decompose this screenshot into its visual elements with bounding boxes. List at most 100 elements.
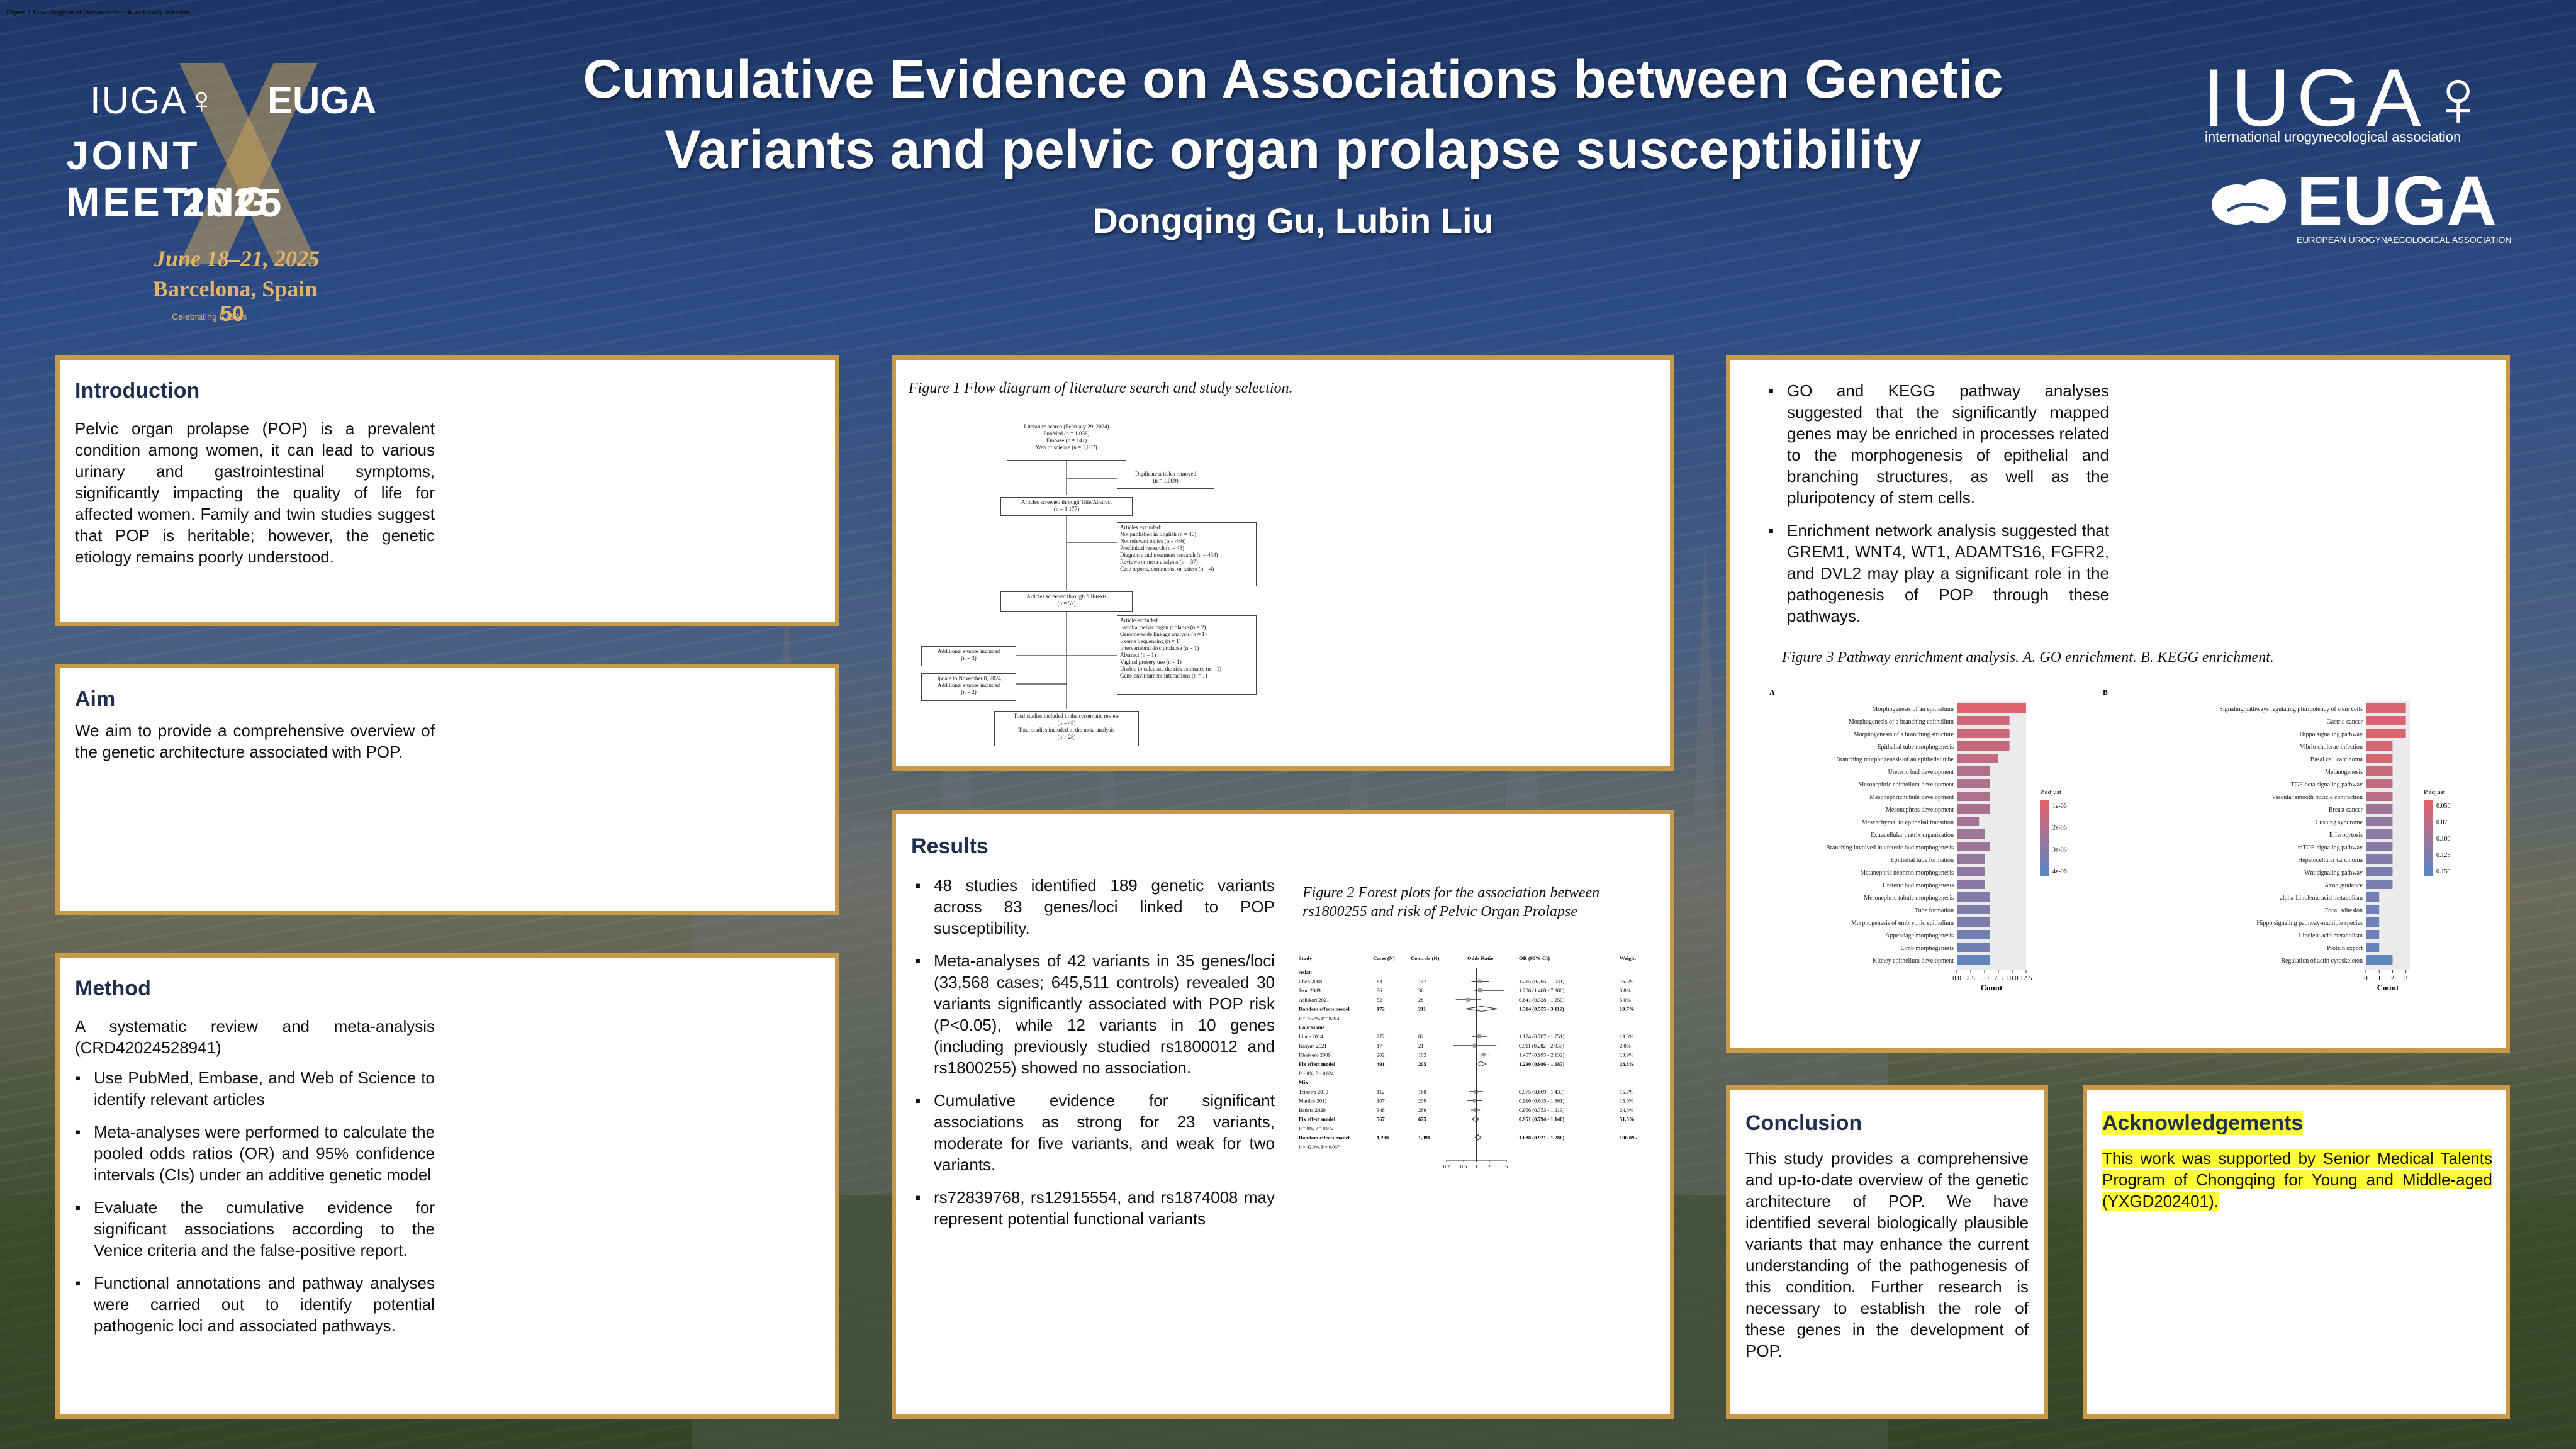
category-label: Mesonephric tubule morphogenesis <box>1864 895 1954 902</box>
bar <box>1957 792 1990 801</box>
method-bullet: Evaluate the cumulative evidence for sig… <box>75 1197 435 1261</box>
forest-controls: 102 <box>1418 1051 1426 1058</box>
acknowledgements-text: This work was supported by Senior Medica… <box>2102 1149 2492 1211</box>
iuga-wordmark: IUGA♀ <box>2202 52 2495 143</box>
forest-cases: 272 <box>1377 1033 1385 1039</box>
forest-study-label: Fix effect model <box>1299 1116 1336 1122</box>
flow-box-additional: Additional studies included (n = 3) <box>921 646 1016 666</box>
category-label: Gastric cancer <box>2327 719 2363 725</box>
category-label: Kidney epithelium development <box>1873 958 1954 965</box>
forest-summary-diamond <box>1465 1005 1498 1012</box>
forest-weight: 15.7% <box>1620 1088 1633 1095</box>
bar <box>1957 729 2010 738</box>
forest-or-ci: 1.174 (0.787 - 1.751) <box>1519 1033 1564 1039</box>
method-heading: Method <box>75 976 151 1000</box>
forest-controls: 286 <box>1418 1107 1426 1113</box>
method-panel: Method A systematic review and meta-anal… <box>55 953 839 1419</box>
logo-city: Barcelona, Spain <box>153 276 318 301</box>
category-label: Mesonephric epithelium development <box>1858 781 1954 788</box>
forest-weight: 3.8% <box>1620 987 1631 993</box>
bar <box>1957 716 2010 725</box>
forest-controls: 209 <box>1418 1097 1426 1104</box>
bar <box>1957 741 2010 751</box>
legend-tick-label: 0.100 <box>2436 836 2451 842</box>
forest-study-label: Teixeira 2019 <box>1299 1088 1328 1095</box>
method-bullet: Use PubMed, Embase, and Web of Science t… <box>75 1067 435 1110</box>
category-label: Melanogenesis <box>2325 769 2363 776</box>
forest-controls: 211 <box>1418 1005 1426 1012</box>
bar <box>2366 729 2406 738</box>
figure1-caption: Figure 1 Flow diagram of literature sear… <box>909 380 1293 396</box>
forest-or-ci: 0.916 (0.615 - 1.361) <box>1519 1097 1564 1104</box>
forest-controls: 28 <box>1418 997 1424 1003</box>
bar <box>1957 880 1985 889</box>
title-line-2: Variants and pelvic organ prolapse susce… <box>664 120 1922 180</box>
legend-gradient-step <box>2424 851 2433 858</box>
x-tick-label: 12.5 <box>2020 975 2032 982</box>
forest-cases: 52 <box>1377 997 1382 1003</box>
forest-point <box>1472 1099 1477 1103</box>
logo-iuga-text: IUGA♀ <box>90 79 217 121</box>
euga-wordmark: EUGA <box>2297 162 2497 240</box>
results-bullet: 48 studies identified 189 genetic varian… <box>915 875 1275 939</box>
bar <box>2366 829 2393 839</box>
category-label: Limb morphogenesis <box>1900 945 1954 952</box>
x-axis-label: Count <box>1981 983 2003 992</box>
x-tick-label: 7.5 <box>1994 975 2003 982</box>
introduction-panel: Introduction Pelvic organ prolapse (POP)… <box>55 355 839 626</box>
logo-year: 2025 <box>182 180 285 225</box>
bar <box>1957 930 1990 939</box>
legend-gradient-step <box>2424 863 2433 870</box>
flow-box-update: Update to November 8, 2024, Additional st… <box>921 673 1016 701</box>
forest-study-label: Batista 2020 <box>1299 1107 1326 1113</box>
bar <box>1957 892 1990 902</box>
category-label: TGF-beta signaling pathway <box>2291 781 2363 788</box>
forest-weight: 24.8% <box>1620 1107 1633 1113</box>
forest-study-label: Random effects model <box>1299 1134 1350 1141</box>
forest-column-header: Controls (N) <box>1411 955 1440 961</box>
category-label: Extracellular matrix organization <box>1870 832 1954 839</box>
logo-annual-number: 50 <box>220 302 244 326</box>
forest-controls: 205 <box>1418 1061 1426 1067</box>
method-body: A systematic review and meta-analysis (C… <box>75 1015 435 1348</box>
category-label: Mesonephros development <box>1886 807 1954 814</box>
legend-tick-label: 3e-06 <box>2052 846 2067 853</box>
forest-column-header: Cases (N) <box>1373 955 1395 961</box>
category-label: Ureteric bud development <box>1888 769 1954 776</box>
forest-point <box>1477 1034 1482 1039</box>
forest-study-label: I² = 42.0%, P = 0.0674 <box>1299 1144 1342 1150</box>
category-label: Focal adhesion <box>2325 907 2363 914</box>
forest-tick-label: 2 <box>1488 1163 1491 1170</box>
logo-annual-prefix: Celebrating IUGA's <box>172 311 247 322</box>
forest-controls: 147 <box>1418 978 1426 985</box>
category-label: Mesenchymal to epithelial transition <box>1862 819 1954 826</box>
euga-cloud-icon <box>2212 179 2286 225</box>
results-bullet: rs72839768, rs12915554, and rs1874008 ma… <box>915 1187 1275 1229</box>
bar <box>1957 842 1990 851</box>
bar <box>1957 766 1990 776</box>
forest-cases: 172 <box>1377 1005 1385 1012</box>
flow-box-excluded-1: Articles excluded: Not published in Engli… <box>1117 522 1257 586</box>
bar <box>2366 716 2406 725</box>
category-label: Wnt signaling pathway <box>2304 870 2363 876</box>
x-tick-label: 5.0 <box>1980 975 1989 982</box>
legend-gradient-step <box>2040 863 2049 870</box>
forest-study-label: Jeon 2009 <box>1299 987 1321 993</box>
bar <box>2366 792 2393 801</box>
forest-or-ci: 1.088 (0.921 - 1.286) <box>1519 1134 1564 1141</box>
category-label: Branching morphogenesis of an epithelial… <box>1836 756 1954 763</box>
go-enrichment-chart: A Morphogenesis of an epithelium Morphogen… <box>1769 688 2067 992</box>
forest-tick-label: 0.2 <box>1443 1163 1450 1170</box>
forest-or-ci: 1.314 (0.555 - 3.112) <box>1519 1005 1564 1012</box>
bar <box>2366 842 2393 851</box>
bar <box>2366 741 2393 751</box>
forest-cases: 17 <box>1377 1043 1382 1049</box>
forest-plot: Study Cases (N) Controls (N) Odds Ratio OR (… <box>1299 955 1637 1170</box>
x-tick-label: 0 <box>2364 975 2368 982</box>
x-tick-label: 3 <box>2404 975 2408 982</box>
forest-point <box>1466 997 1470 1002</box>
forest-weight: 2.0% <box>1620 1043 1631 1049</box>
forest-cases: 36 <box>1377 987 1382 993</box>
forest-column-header: Odds Ratio <box>1467 955 1493 961</box>
forest-cases: 1,230 <box>1377 1134 1389 1141</box>
